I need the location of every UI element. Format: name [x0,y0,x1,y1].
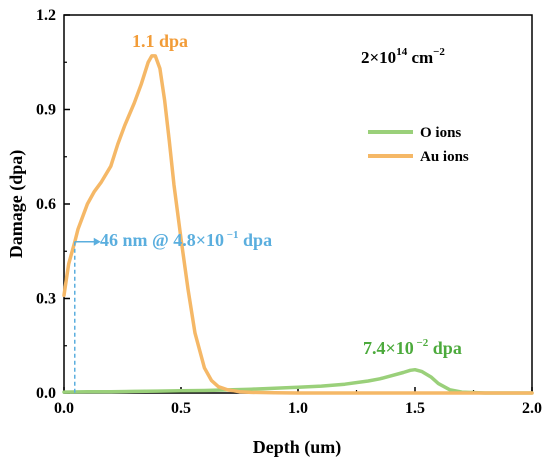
legend: O ions Au ions [368,125,469,165]
fluence-label: 2×1014 cm−2 [361,46,445,67]
x-tick-label: 1.0 [288,400,308,417]
o-peak-base: 7.4×10 [363,338,414,358]
series-layer [62,54,534,395]
o-peak-unit: dpa [428,338,462,358]
surface-exp: −1 [224,229,239,241]
plot-border [63,14,533,394]
o-peak-annotation: 7.4×10 −2 dpa [363,337,462,358]
surface-arrow-head [93,237,101,246]
series-line-au-ions [62,54,534,395]
y-axis-label: Damage (dpa) [6,150,27,259]
fluence-unit: cm [407,48,433,67]
fluence-exp: 14 [396,46,408,58]
y-tick-label: 0.0 [36,385,56,402]
au-peak-annotation: 1.1 dpa [132,31,188,51]
y-tick-label: 0.3 [36,291,56,308]
fluence-base: 2×10 [361,48,396,67]
x-tick-label: 0.5 [171,400,191,417]
legend-label-o-ions: O ions [420,125,461,141]
y-tick-label: 0.9 [36,102,56,119]
surface-unit: dpa [239,230,273,250]
y-tick-label: 0.6 [36,196,56,213]
plot-frame [63,14,533,394]
fluence-unit-exp: −2 [433,46,445,58]
x-tick-label: 0.0 [54,400,74,417]
surface-damage-annotation: 46 nm @ 4.8×10 −1 dpa [100,229,272,250]
series-line-o-ions [62,367,534,395]
x-tick-label: 2.0 [522,400,542,417]
x-axis-label: Depth (um) [253,437,342,458]
axis-ticks: 0.0 0.5 1.0 1.5 2.0 0.0 0.3 0.6 0.9 1.2 [36,7,542,417]
x-tick-label: 1.5 [405,400,425,417]
surface-base: 46 nm @ 4.8×10 [100,230,224,250]
annotation-layer [74,237,101,393]
o-peak-exp: −2 [414,337,429,349]
y-tick-label: 1.2 [36,7,56,24]
legend-label-au-ions: Au ions [420,149,469,165]
